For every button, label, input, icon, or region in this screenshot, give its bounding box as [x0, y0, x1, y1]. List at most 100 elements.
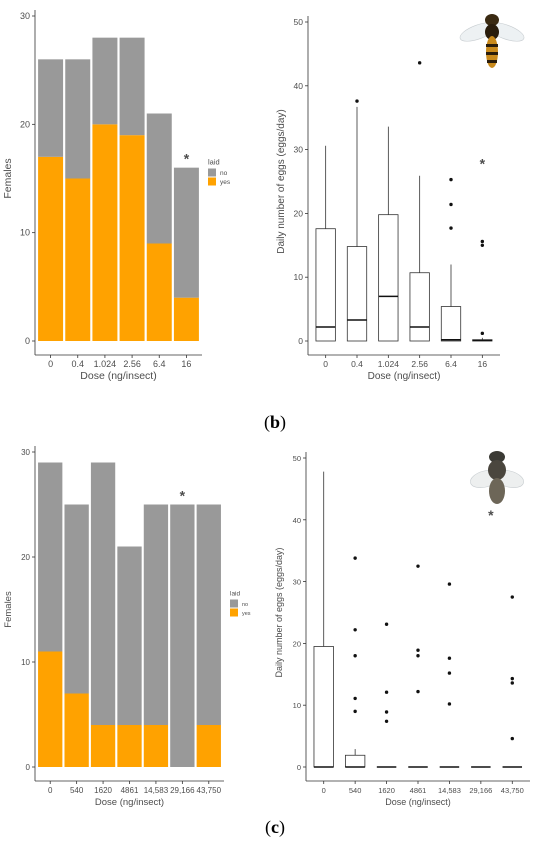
x-tick-label-2-56: 2.56 — [123, 359, 141, 369]
x-tick-label-1-024: 1.024 — [378, 359, 400, 369]
y-tick-label: 10 — [294, 272, 304, 282]
x-tick-label-14-583: 14,583 — [438, 786, 461, 795]
y-tick-label: 50 — [294, 17, 304, 27]
y-tick-label: 0 — [297, 763, 301, 772]
legend-label-no: no — [242, 602, 248, 608]
y-tick-label: 10 — [20, 228, 30, 238]
legend-swatch-no — [208, 168, 216, 177]
insect-photo-b — [459, 14, 525, 68]
box-0-4 — [346, 246, 368, 342]
bar-no-0 — [38, 59, 64, 157]
bar-yes-0 — [38, 651, 63, 767]
bar-yes-6-4 — [146, 243, 172, 341]
x-tick-label-0: 0 — [322, 786, 326, 795]
x-tick-label-14-583: 14,583 — [144, 786, 169, 795]
x-tick-label-0: 0 — [48, 786, 53, 795]
bar-yes-4861 — [117, 725, 142, 767]
x-tick-label-540: 540 — [70, 786, 84, 795]
outlier-point-1620 — [384, 622, 389, 626]
x-tick-label-16: 16 — [181, 359, 191, 369]
y-tick-label: 30 — [293, 578, 301, 587]
x-axis-label: Dose (ng/insect) — [95, 797, 164, 808]
x-tick-label-0: 0 — [48, 359, 53, 369]
x-tick-label-6-4: 6.4 — [153, 359, 166, 369]
outlier-point-1620 — [384, 710, 389, 714]
outlier-point-540 — [353, 628, 357, 632]
x-axis-label: Dose (ng/insect) — [385, 797, 451, 807]
legend-swatch-yes — [208, 177, 216, 186]
bar-yes-540 — [64, 693, 89, 767]
x-axis-label: Dose (ng/insect) — [80, 370, 156, 382]
x-tick-label-29-166: 29,166 — [170, 786, 195, 795]
bar-no-2-56 — [119, 37, 145, 136]
outlier-point-43-750 — [510, 595, 514, 599]
outlier-point-6-4 — [449, 226, 453, 230]
bar-yes-14-583 — [143, 725, 169, 767]
bar-no-4861 — [117, 546, 142, 725]
chart-b-daily-eggs-boxplot: 0 10 20 30 40 50 0 0.4 1.024 2.56 6.4 16 Dose (ng/in… — [276, 16, 500, 382]
y-axis-label: Daily number of eggs (eggs/day) — [276, 109, 287, 254]
significance-asterisk: * — [180, 488, 186, 504]
box-2-56 — [409, 272, 430, 342]
x-tick-label-0-4: 0.4 — [351, 359, 363, 369]
y-tick-label: 20 — [293, 639, 301, 648]
outlier-point-16 — [480, 243, 485, 247]
x-axis-label: Dose (ng/insect) — [368, 371, 441, 382]
box-0 — [315, 228, 336, 342]
y-axis-label: Females — [2, 158, 14, 198]
outlier-point-540 — [353, 654, 357, 658]
insect-head — [489, 451, 505, 463]
y-tick-label: 40 — [294, 81, 304, 91]
y-tick-label: 10 — [21, 658, 30, 667]
box-6-4 — [440, 306, 462, 342]
legend-title: laid — [230, 591, 241, 598]
bar-yes-43-750 — [196, 725, 221, 767]
x-tick-label-16: 16 — [478, 359, 488, 369]
outlier-point-1620 — [384, 690, 389, 694]
box-540 — [344, 754, 366, 768]
bar-no-6-4 — [146, 113, 172, 244]
outlier-point-1620 — [384, 719, 389, 723]
panel-label-b: (b) — [264, 412, 286, 433]
outlier-point-6-4 — [449, 202, 453, 207]
y-tick-label: 30 — [21, 448, 30, 457]
bar-no-540 — [64, 504, 89, 694]
chart-b-females-by-dose: 0 10 20 30 0 0.4 1.024 2.56 6.4 16 Dose (ng/insect… — [2, 10, 231, 382]
chart-c-daily-eggs-boxplot: 0 10 20 30 40 50 0 540 1620 4861 14,583 29,166 43,75… — [274, 452, 530, 807]
outlier-point-4861 — [416, 648, 420, 652]
outlier-point-2-56 — [417, 61, 422, 65]
outlier-point-14-583 — [447, 702, 452, 706]
bar-no-0-4 — [65, 59, 91, 179]
outlier-point-0-4 — [355, 99, 359, 103]
box-0 — [313, 646, 334, 768]
x-tick-label-1620: 1620 — [378, 786, 395, 795]
outlier-point-6-4 — [449, 177, 453, 182]
x-tick-label-1-024: 1.024 — [94, 359, 117, 369]
legend-swatch-no — [230, 599, 238, 608]
x-tick-label-540: 540 — [349, 786, 362, 795]
bar-yes-1620 — [90, 725, 116, 767]
bar-yes-0 — [38, 156, 64, 341]
insect-thorax — [485, 24, 499, 40]
y-tick-label: 0 — [25, 336, 30, 346]
x-tick-label-4861: 4861 — [410, 786, 427, 795]
chart-c-females-by-dose: 0 10 20 30 0 540 1620 4861 14,583 29,166 43,750 Dos… — [3, 446, 251, 808]
bar-no-0 — [38, 462, 63, 652]
outlier-point-16 — [480, 239, 485, 244]
x-tick-label-43-750: 43,750 — [501, 786, 524, 795]
x-tick-label-2-56: 2.56 — [411, 359, 428, 369]
bar-no-1-024 — [92, 37, 118, 125]
outlier-point-43-750 — [510, 681, 514, 685]
significance-asterisk: * — [184, 151, 190, 167]
insect-head — [485, 14, 499, 26]
bar-no-14-583 — [143, 504, 169, 725]
y-tick-label: 40 — [293, 516, 301, 525]
bar-yes-1-024 — [92, 124, 118, 341]
panel-label-c: (c) — [265, 817, 285, 838]
outlier-point-4861 — [416, 654, 420, 658]
bar-yes-2-56 — [119, 135, 145, 341]
legend-label-yes: yes — [242, 611, 251, 617]
outlier-point-4861 — [416, 689, 420, 694]
outlier-point-4861 — [416, 564, 420, 568]
